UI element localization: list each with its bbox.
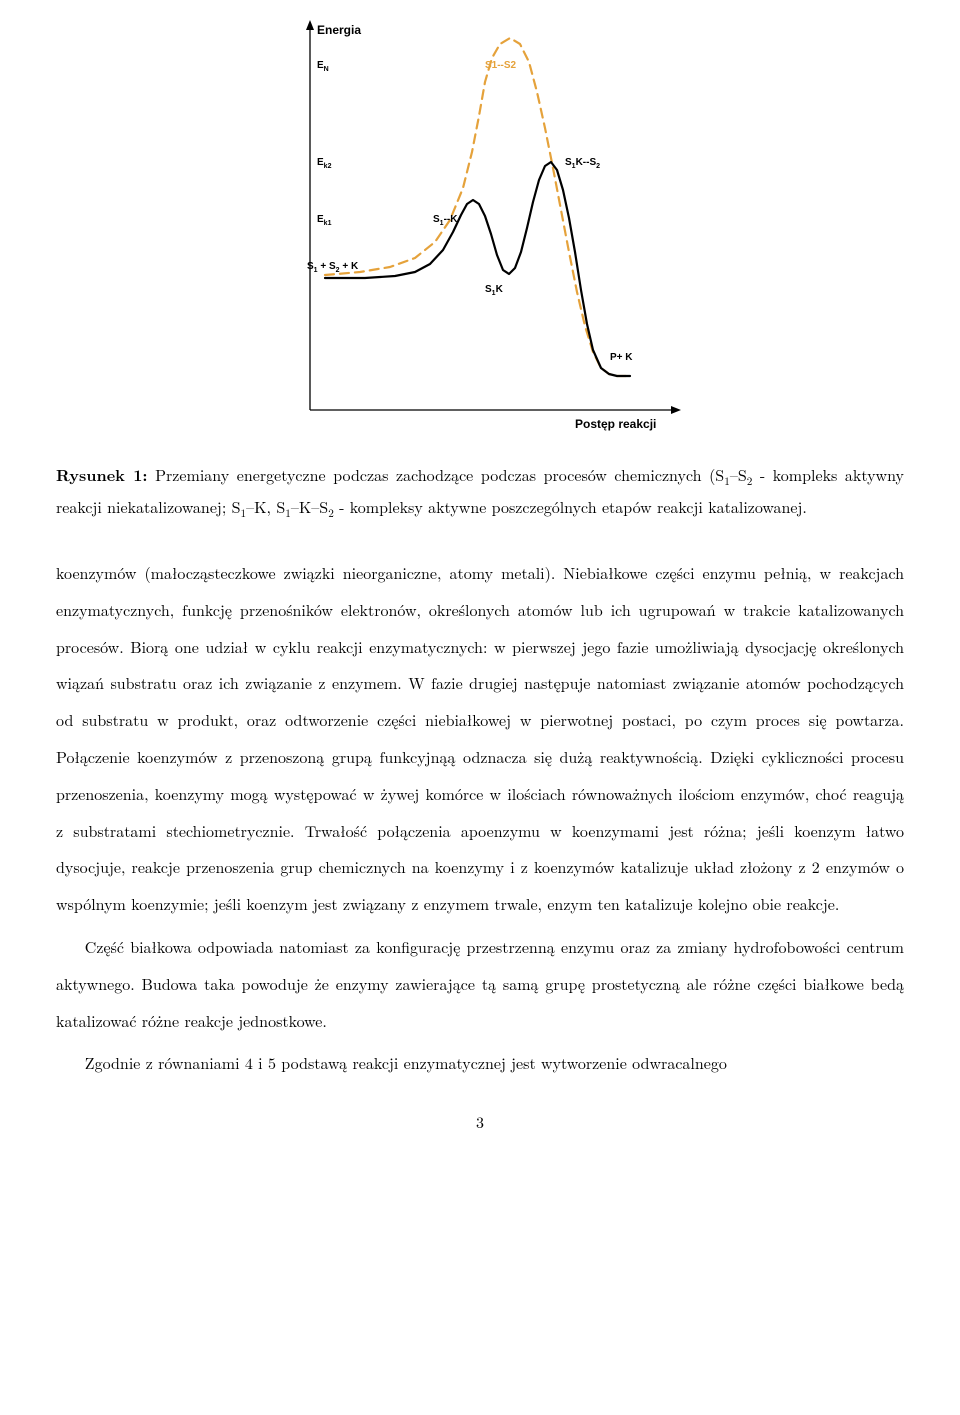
paragraph-3: Zgodnie z równaniami 4 i 5 podstawą reak… [56,1045,904,1082]
svg-text:S1K: S1K [485,284,504,297]
figure-caption: Rysunek 1: Przemiany energetyczne podcza… [56,460,904,525]
svg-text:Postęp reakcji: Postęp reakcji [575,417,656,431]
svg-text:Ek1: Ek1 [317,214,332,227]
svg-text:S1--S2: S1--S2 [485,60,517,71]
paragraph-2: Część białkowa odpowiada natomiast za ko… [56,929,904,1039]
svg-text:Energia: Energia [317,23,361,37]
paragraph-1: koenzymów (małocząsteczkowe związki nieo… [56,555,904,923]
svg-text:EN: EN [317,60,329,73]
figure-1: Energia Postęp reakcji EN Ek2 Ek1 S1 + S2 + K… [56,20,904,440]
svg-text:S1K--S2: S1K--S2 [565,157,600,170]
figure-label: Rysunek 1: [56,463,148,486]
svg-text:S1 + S2 + K: S1 + S2 + K [307,261,359,274]
page-number: 3 [56,1110,904,1133]
energy-diagram-svg: Energia Postęp reakcji EN Ek2 Ek1 S1 + S2 + K… [265,20,695,440]
svg-text:P+ K: P+ K [610,352,633,363]
svg-text:Ek2: Ek2 [317,157,332,170]
